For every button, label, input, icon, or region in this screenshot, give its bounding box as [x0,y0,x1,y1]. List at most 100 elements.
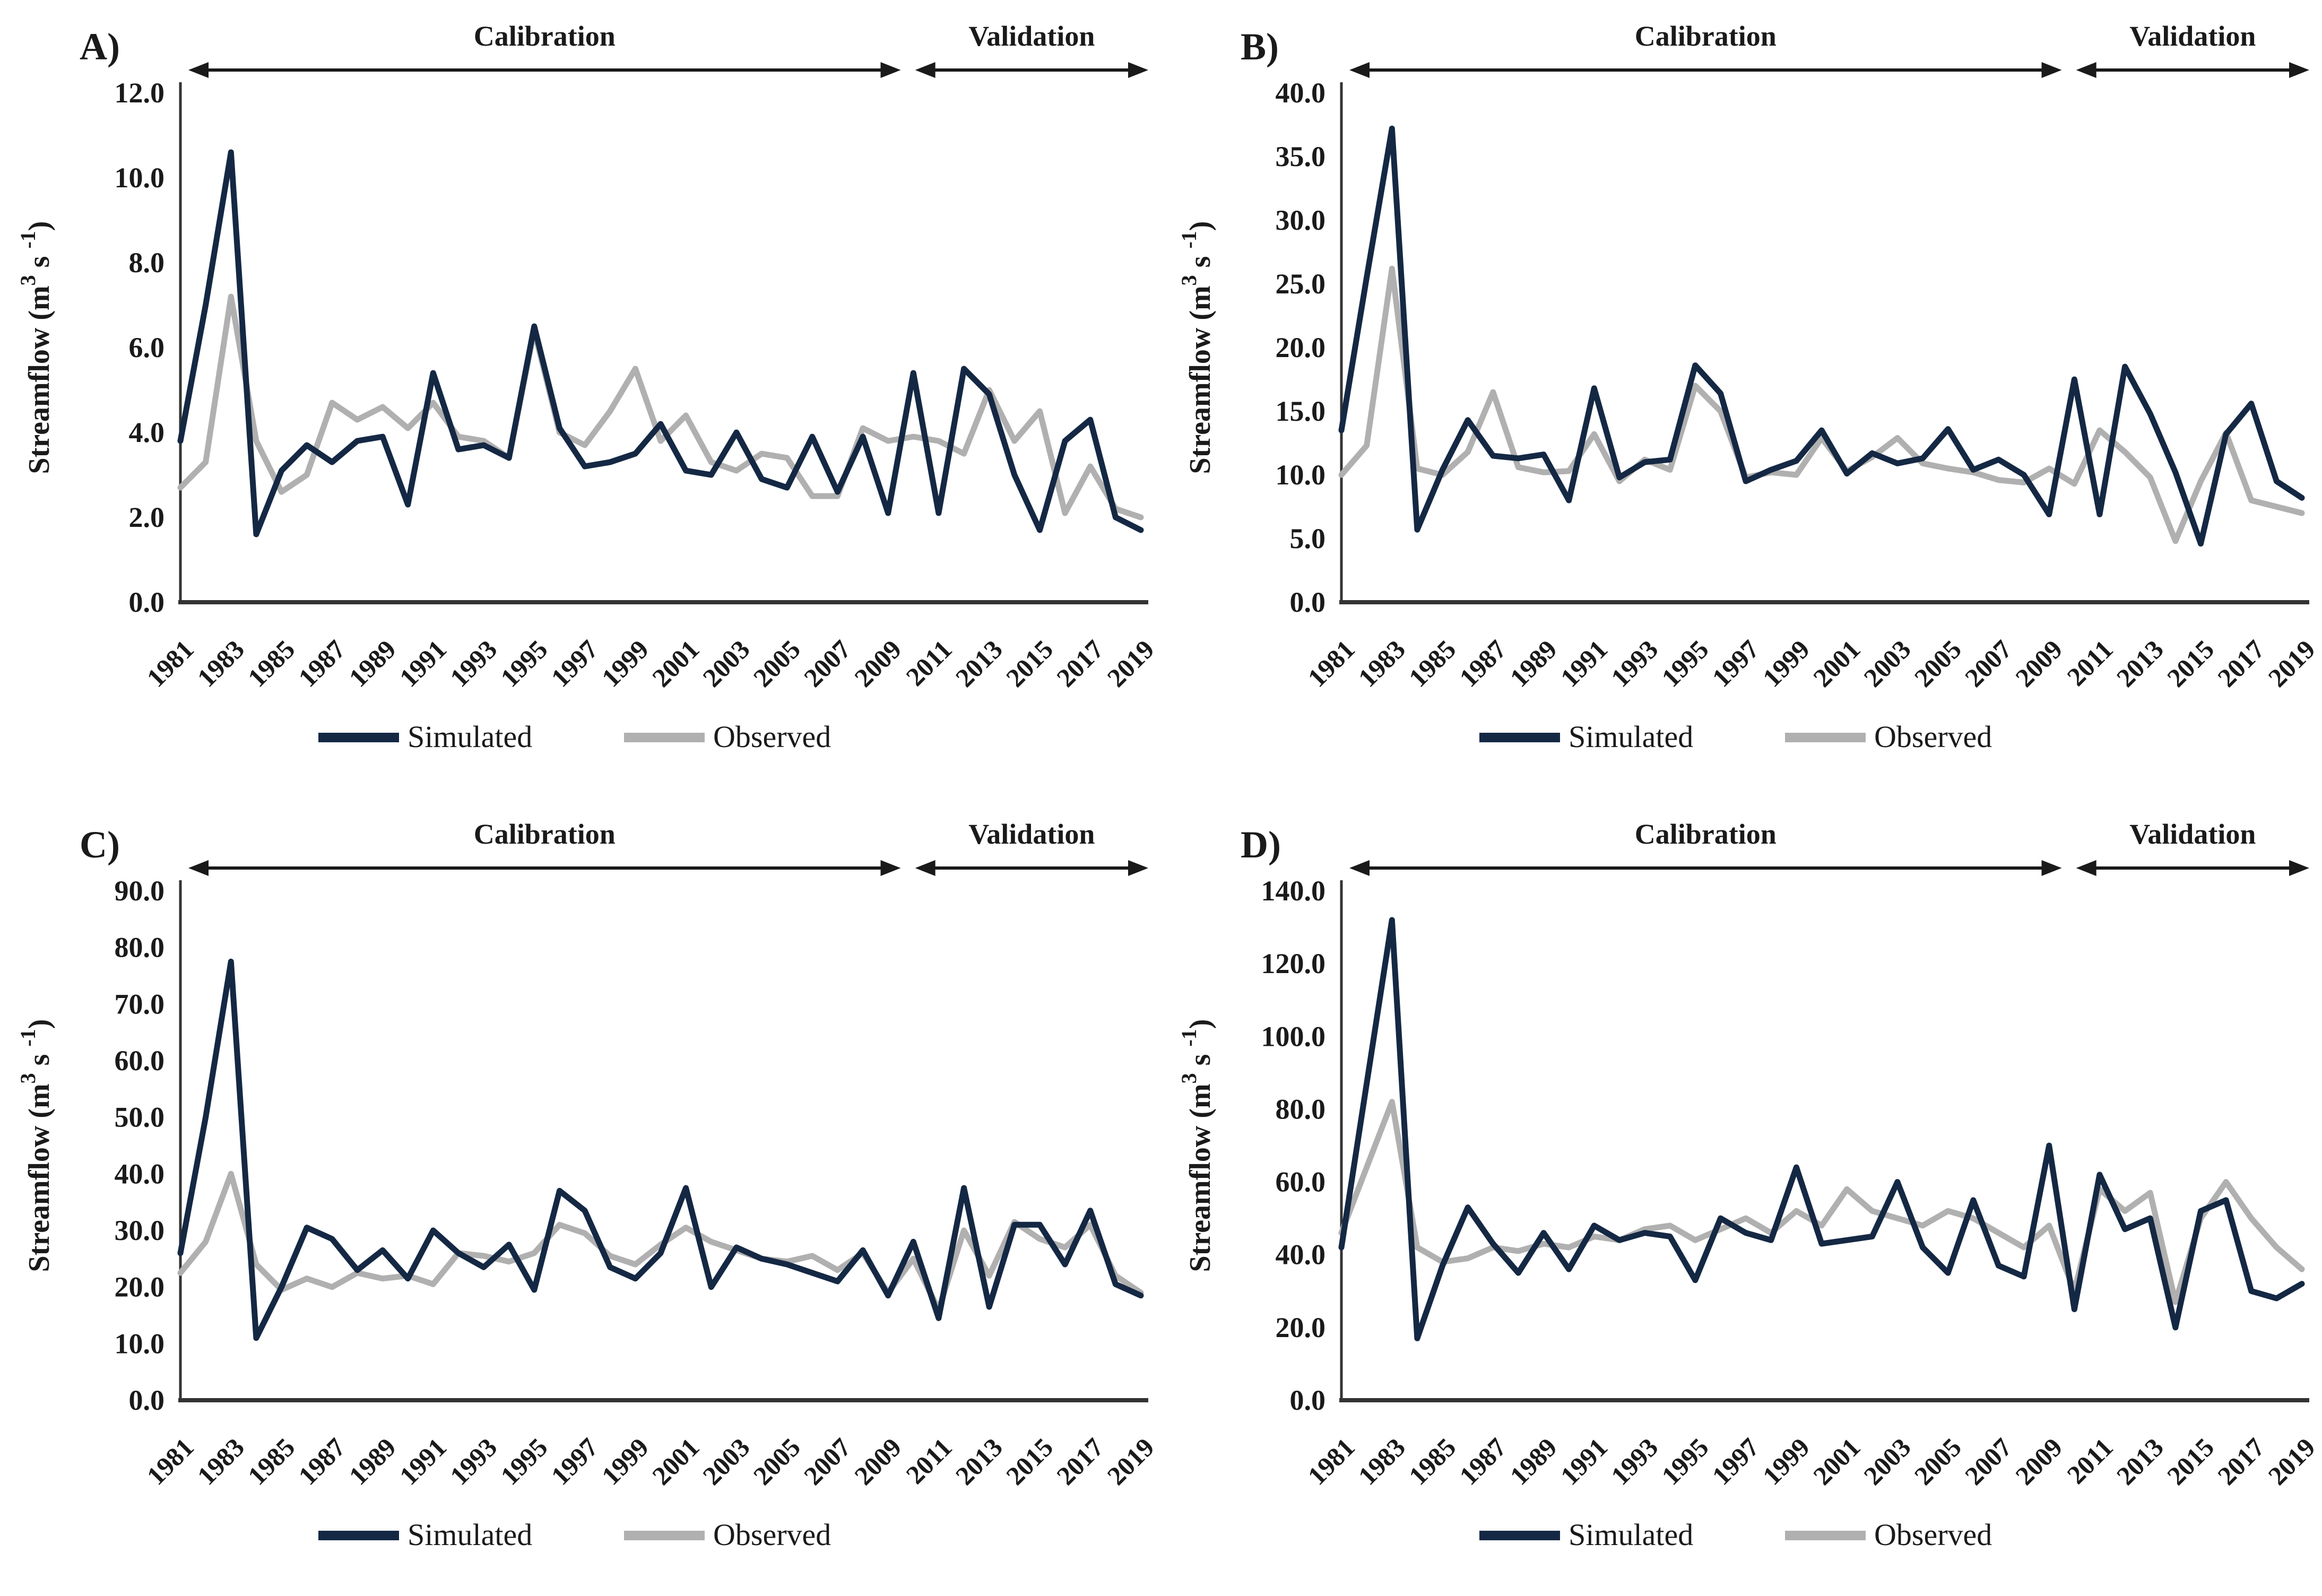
x-tick-label: 1995 [495,634,553,692]
y-tick-label: 80.0 [1276,1093,1326,1125]
x-tick-label: 1987 [292,634,351,692]
x-tick-label: 1983 [192,634,250,692]
x-tick-label: 1985 [242,1432,300,1490]
x-tick-label: 2015 [1000,1432,1059,1490]
validation-label: Validation [968,818,1095,850]
legend-observed-label: Observed [713,719,831,754]
validation-arrow [2076,860,2309,876]
x-tick-label: 2017 [2212,634,2270,692]
y-axis-title: Streamflow (m3 s -1) [16,221,56,474]
legend: Simulated Observed [318,1517,831,1552]
x-tick-label: 1985 [1403,1432,1461,1490]
x-tick-label: 2003 [697,634,755,692]
x-tick-label: 2007 [798,634,856,692]
calibration-label: Calibration [474,20,616,52]
x-tick-label: 1999 [1757,634,1815,692]
y-tick-label: 10.0 [115,1328,165,1359]
x-tick-label: 2011 [2061,1432,2118,1489]
y-tick-label: 40.0 [1276,1239,1326,1271]
y-axis-title: Streamflow (m3 s -1) [1177,1019,1217,1272]
validation-arrow [2076,62,2309,78]
x-tick-label: 1997 [545,1432,604,1490]
x-tick-label: 1999 [596,1432,654,1490]
y-tick-label: 15.0 [1276,395,1326,427]
y-tick-label: 40.0 [1276,77,1326,109]
y-axis-title: Streamflow (m3 s -1) [16,1019,56,1272]
x-tick-label: 1987 [1453,1432,1512,1490]
x-tick-label: 2001 [1807,1432,1866,1490]
legend: Simulated Observed [1479,1517,1992,1552]
y-tick-label: 2.0 [129,501,165,533]
y-tick-label: 10.0 [1276,459,1326,491]
x-tick-label: 2011 [900,634,957,691]
legend-observed-label: Observed [713,1517,831,1552]
x-tick-label: 2013 [950,634,1008,692]
streamflow-chart: B) Calibration Validation 0.0 5.0 10.0 15.0 20.… [1177,20,2321,754]
calibration-arrow [188,62,901,78]
x-tick-label: 1981 [1302,634,1360,692]
y-tick-label: 8.0 [129,247,165,279]
x-tick-label: 2005 [748,1432,806,1490]
y-tick-label: 20.0 [1276,332,1326,363]
x-tick-label: 2005 [1909,634,1967,692]
x-tick-label: 2001 [646,634,705,692]
x-tick-label: 1985 [1403,634,1461,692]
x-tick-label: 1995 [1656,634,1714,692]
x-tick-label: 2019 [1101,1432,1159,1490]
y-tick-label: 4.0 [129,417,165,448]
x-tick-label: 2007 [1959,634,2017,692]
observed-line [1338,265,2305,544]
x-tick-label: 1999 [596,634,654,692]
x-tick-label: 1983 [192,1432,250,1490]
x-tick-label: 1995 [1656,1432,1714,1490]
validation-arrow [915,860,1148,876]
x-tick-label: 1989 [1504,1432,1563,1490]
y-tick-label: 30.0 [115,1215,165,1246]
x-tick-label: 2007 [1959,1432,2017,1490]
calibration-label: Calibration [474,818,616,850]
y-tick-label: 60.0 [115,1045,165,1077]
x-tick-label: 1981 [141,1432,199,1490]
x-tick-label: 2015 [1000,634,1059,692]
x-tick-label: 1995 [495,1432,553,1490]
calibration-arrow [188,860,901,876]
panel-letter: D) [1241,823,1281,866]
y-tick-label: 90.0 [115,875,165,907]
y-tick-label: 0.0 [1290,1384,1326,1416]
x-tick-label: 2009 [2009,1432,2068,1490]
x-tick-label: 1993 [444,1432,502,1490]
simulated-line [177,958,1144,1341]
x-tick-label: 2011 [900,1432,957,1489]
panel-letter: C) [80,823,120,866]
x-tick-label: 2013 [2111,634,2169,692]
x-tick-label: 2015 [2161,1432,2220,1490]
x-tick-label: 2015 [2161,634,2220,692]
x-tick-label: 1993 [444,634,502,692]
validation-label: Validation [2129,20,2256,52]
panel-b: B) Calibration Validation 0.0 5.0 10.0 15.0 20.… [1161,0,2322,798]
y-tick-label: 20.0 [115,1271,165,1303]
x-tick-label: 2011 [2061,634,2118,691]
x-tick-label: 1999 [1757,1432,1815,1490]
panel-a: A) Calibration Validation 0.0 2.0 4.0 6.0 8.0 10… [0,0,1161,798]
x-tick-label: 1989 [343,1432,402,1490]
x-tick-label: 1987 [292,1432,351,1490]
validation-label: Validation [968,20,1095,52]
x-tick-label: 2005 [748,634,806,692]
y-tick-label: 140.0 [1261,875,1326,907]
calibration-label: Calibration [1635,818,1777,850]
x-tick-label: 1997 [1706,1432,1765,1490]
y-tick-label: 40.0 [115,1158,165,1190]
x-tick-label: 2017 [2212,1432,2270,1490]
legend-simulated-label: Simulated [408,719,532,754]
legend-simulated-label: Simulated [1569,719,1693,754]
streamflow-chart: A) Calibration Validation 0.0 2.0 4.0 6.0 8.0 10… [16,20,1160,754]
y-tick-label: 0.0 [1290,586,1326,618]
x-tick-label: 2019 [2262,1432,2320,1490]
simulated-line [177,149,1144,537]
x-tick-label: 2019 [2262,634,2320,692]
x-tick-label: 2003 [1858,634,1916,692]
y-tick-label: 10.0 [115,162,165,194]
panel-c: C) Calibration Validation 0.0 10.0 20.0 30.0 40… [0,798,1161,1596]
calibration-arrow [1349,62,2062,78]
